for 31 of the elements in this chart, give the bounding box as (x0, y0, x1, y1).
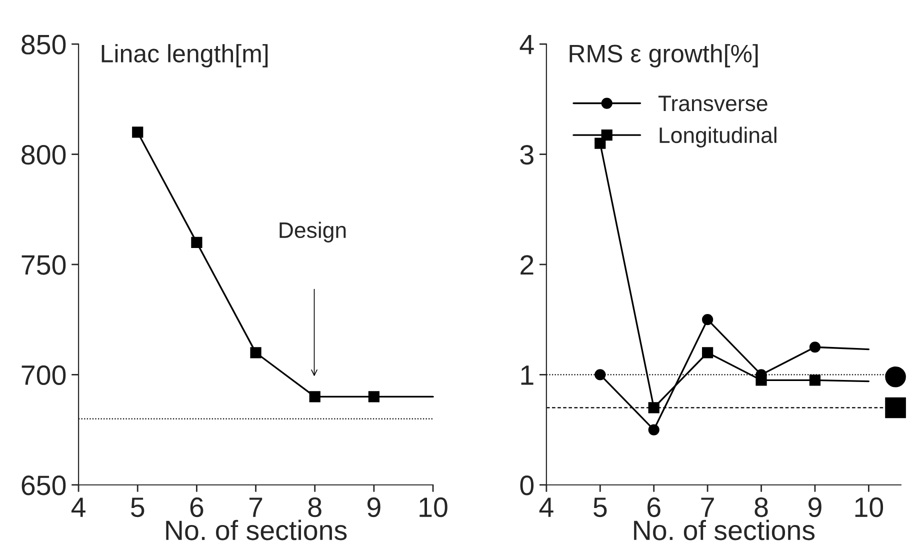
y-tick-label: 750 (22, 255, 66, 275)
y-tick-label: 1 (521, 366, 534, 385)
x-tick-label: 4 (71, 498, 86, 517)
x-tick-label: 8 (754, 497, 768, 518)
x-tick-label: 6 (648, 497, 660, 518)
legend-label: Transverse (658, 96, 768, 112)
x-tick-label: 9 (808, 497, 822, 518)
x-tick-label: 8 (308, 497, 322, 518)
x-tick-label: 5 (131, 498, 144, 518)
y-tick-label: 3 (520, 144, 534, 165)
annotation: Design (280, 222, 346, 242)
x-tick-label: 6 (190, 497, 204, 518)
y-tick-label: 2 (520, 255, 534, 275)
legend-label: Longitudinal (660, 126, 776, 148)
x-tick-label: 7 (701, 498, 714, 517)
chart-title: Linac length[m] (102, 44, 268, 68)
chart-title: RMS ε growth[%] (570, 44, 758, 68)
x-axis-title: No. of sections (634, 520, 815, 540)
y-tick-label: 0 (520, 476, 534, 496)
x-tick-label: 10 (855, 497, 884, 518)
x-tick-label: 4 (539, 498, 554, 517)
x-tick-label: 9 (368, 497, 380, 518)
y-tick-label: 850 (22, 34, 66, 54)
x-tick-label: 7 (249, 498, 262, 517)
x-tick-label: 5 (594, 498, 607, 518)
y-tick-label: 4 (520, 35, 534, 54)
x-tick-label: 10 (420, 497, 448, 518)
y-tick-label: 650 (22, 476, 66, 496)
y-tick-label: 700 (22, 365, 66, 386)
x-axis-title: No. of sections (166, 520, 347, 540)
y-tick-label: 800 (22, 144, 66, 165)
